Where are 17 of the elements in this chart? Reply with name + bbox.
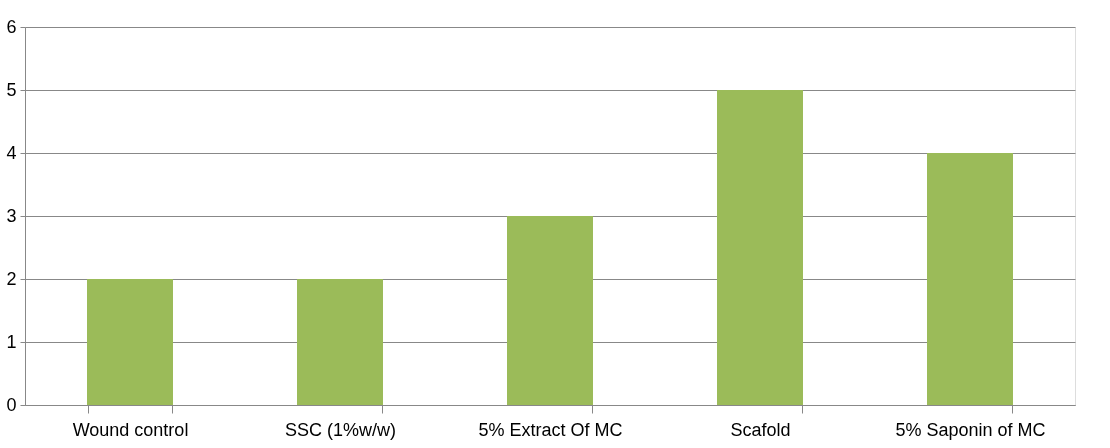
y-tick-label: 5 (6, 79, 17, 100)
y-tick-label: 0 (6, 394, 17, 415)
x-tick-label: 5% Extract Of MC (478, 419, 623, 440)
bar (507, 216, 593, 405)
bar (717, 90, 803, 405)
bar (297, 279, 383, 405)
bar (87, 279, 173, 405)
y-tick-label: 4 (6, 142, 17, 163)
x-tick-label: SSC (1%w/w) (284, 419, 397, 440)
y-tick-label: 2 (6, 268, 17, 289)
x-tick-label: Scafold (730, 419, 791, 440)
bar (927, 153, 1013, 405)
x-tick-label: Wound control (72, 419, 189, 440)
y-tick-label: 3 (6, 205, 17, 226)
x-tick-label: 5% Saponin of MC (895, 419, 1046, 440)
y-tick-label: 6 (6, 16, 17, 37)
y-tick-label: 1 (6, 331, 17, 352)
